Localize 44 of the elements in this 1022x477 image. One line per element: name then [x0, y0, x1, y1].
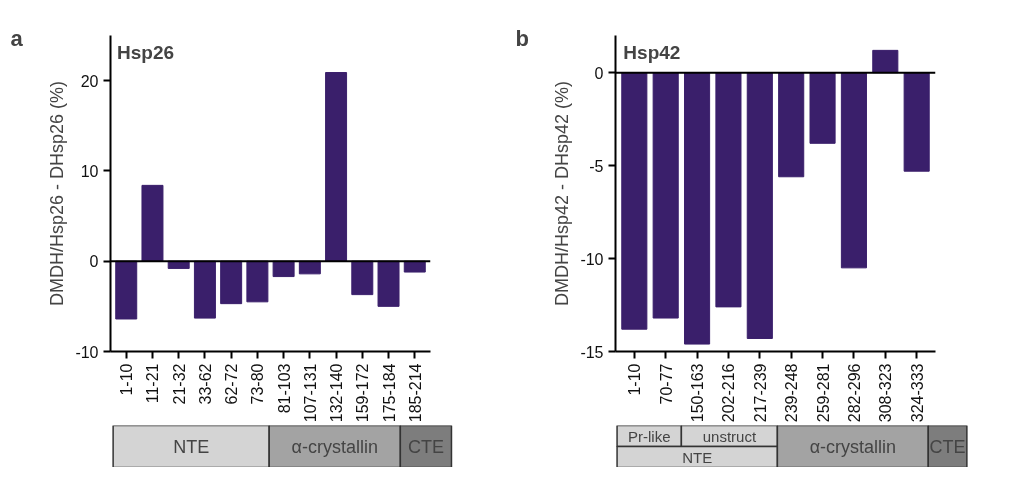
y-tick-label: 20: [80, 72, 99, 90]
y-tick-label: -5: [589, 157, 604, 175]
x-tick-label: 159-172: [354, 363, 372, 423]
x-tick-label: 324-333: [908, 363, 926, 423]
text: NTE: [682, 448, 713, 466]
x-tick-label: 217-239: [751, 363, 769, 423]
y-tick-label: -10: [580, 250, 604, 268]
x-tick-label: 132-140: [328, 363, 346, 423]
x-tick-label: 11-21: [144, 363, 162, 404]
chart-title: Hsp42: [623, 41, 681, 63]
y-axis-title: DMDH/Hsp26 - DHsp26 (%): [47, 80, 68, 307]
x-tick-label: 202-216: [720, 363, 738, 423]
x-tick-label: 239-248: [783, 363, 801, 423]
text: NTE: [173, 436, 210, 457]
x-tick-label: 185-214: [406, 363, 424, 423]
text: a: [10, 25, 24, 51]
x-tick-label: 150-163: [689, 363, 707, 423]
text: α-crystallin: [809, 436, 897, 457]
x-tick-label: 107-131: [301, 363, 319, 423]
x-tick-label: 282-296: [845, 363, 863, 423]
x-tick-label: 1-10: [626, 363, 644, 396]
x-tick-label: 259-281: [814, 363, 832, 423]
y-axis-title: DMDH/Hsp42 - DHsp42 (%): [552, 80, 573, 307]
y-tick-label: -15: [580, 343, 604, 361]
x-tick-label: 308-323: [877, 363, 895, 423]
x-tick-label: 62-72: [223, 363, 241, 405]
y-tick-label: 0: [89, 253, 99, 271]
x-tick-label: 1-10: [118, 363, 136, 396]
x-tick-label: 33-62: [196, 363, 214, 405]
y-tick-label: -10: [75, 343, 99, 361]
text: CTE: [929, 436, 966, 457]
y-tick-label: 0: [594, 64, 604, 82]
x-tick-label: 73-80: [249, 363, 267, 405]
y-tick-label: 10: [80, 162, 99, 180]
x-tick-label: 81-103: [275, 363, 293, 414]
text: unstruct: [702, 427, 757, 445]
text: CTE: [407, 436, 444, 457]
text: Pr-like: [627, 427, 671, 445]
x-tick-label: 21-32: [170, 363, 188, 405]
x-tick-label: 175-184: [380, 363, 398, 423]
x-tick-label: 70-77: [657, 363, 675, 405]
chart-title: Hsp26: [117, 41, 175, 63]
text: α-crystallin: [291, 436, 378, 457]
text: b: [515, 25, 529, 51]
